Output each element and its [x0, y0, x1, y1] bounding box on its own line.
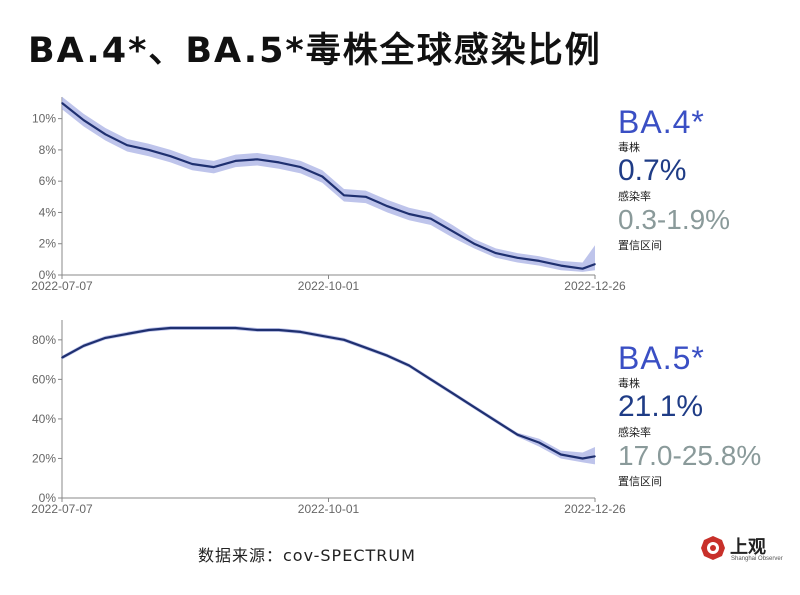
ba5-data-point: [213, 327, 215, 329]
ba4-data-point: [594, 263, 596, 265]
ba4-data-point: [386, 205, 389, 207]
data-source-caption: 数据来源：cov-SPECTRUM: [198, 546, 416, 565]
ba4-data-point: [82, 119, 85, 121]
rate-caption: 感染率: [618, 426, 651, 439]
ba5-data-point: [321, 335, 324, 337]
ba5-data-point: [386, 354, 389, 357]
page-title: BA.4*、BA.5*毒株全球感染比例: [28, 31, 602, 71]
ba5-data-point: [430, 378, 432, 381]
ba4-data-point: [430, 217, 432, 220]
ba5-line-chart: 0% 20% 40% 60% 80% 2022-07-07 2022-10-01 2022-1…: [31, 320, 626, 516]
ba5-data-point: [581, 457, 584, 460]
ci-caption: 置信区间: [618, 475, 662, 488]
x-tick-label: 2022-07-07: [31, 279, 93, 293]
ba4-data-point: [126, 144, 128, 146]
logo-text: 上观: [730, 537, 766, 558]
strain-caption: 毒株: [618, 377, 640, 390]
ba4-data-point: [278, 161, 280, 164]
ba4-data-point: [234, 160, 237, 162]
ba5-series-line: [61, 326, 596, 460]
y-tick-label: 20%: [32, 451, 56, 465]
ba5-data-point: [516, 433, 519, 436]
y-tick-label: 2%: [39, 237, 57, 251]
ba4-data-point: [256, 158, 259, 161]
ba4-series-line: [61, 102, 596, 270]
ba4-data-point: [364, 196, 367, 198]
y-tick-label: 6%: [39, 174, 57, 188]
variant-label: BA.5*: [618, 340, 705, 376]
ba5-data-point: [126, 333, 128, 335]
ba5-data-point: [594, 455, 596, 458]
ba5-data-point: [408, 364, 410, 367]
ba4-data-point: [148, 149, 150, 151]
ba5-data-point: [61, 356, 63, 359]
ba4-data-point: [408, 213, 410, 215]
variant-label: BA.4*: [618, 104, 705, 140]
y-tick-label: 8%: [39, 143, 57, 157]
shanghai-observer-logo: 上观 Shanghai Observer: [700, 535, 790, 569]
ba5-data-point: [364, 346, 367, 349]
ba4-data-point: [61, 102, 63, 104]
ba5-data-point: [169, 327, 172, 329]
ba5-data-point: [148, 329, 150, 331]
ba4-data-point: [169, 155, 172, 157]
ba4-data-point: [516, 257, 519, 259]
ba5-data-point: [256, 329, 259, 331]
ba4-data-point: [321, 175, 324, 178]
ba4-data-point: [581, 267, 584, 270]
ba5-data-point: [495, 420, 497, 422]
ci-caption: 置信区间: [618, 239, 662, 252]
ba5-data-point: [234, 327, 237, 329]
ba4-data-point: [473, 242, 475, 245]
ba5-data-point: [82, 345, 85, 347]
ba5-data-point: [451, 392, 454, 394]
ba5-info-panel: BA.5* 毒株 21.1% 感染率 17.0-25.8% 置信区间: [618, 342, 761, 489]
ba4-data-point: [104, 133, 107, 136]
ba5-data-point: [343, 339, 345, 341]
ba5-data-point: [538, 441, 540, 444]
ba5-data-point: [191, 327, 193, 329]
ba5-confidence-band: [62, 326, 595, 465]
y-tick-label: 10%: [32, 112, 56, 126]
y-tick-label: 80%: [32, 333, 56, 347]
ba4-line-chart: 0% 2% 4% 6% 8% 10% 2022-07-07 2022-10-01 2022-12…: [31, 96, 626, 293]
ba4-data-point: [299, 166, 302, 168]
confidence-interval-value: 17.0-25.8%: [618, 440, 762, 471]
ba5-data-point: [473, 406, 475, 408]
infection-rate-value: 0.7%: [618, 154, 687, 187]
x-tick-label: 2022-07-07: [31, 502, 93, 516]
ba4-data-point: [495, 252, 497, 254]
rate-caption: 感染率: [618, 190, 651, 203]
infection-rate-value: 21.1%: [618, 390, 704, 423]
x-tick-label: 2022-12-26: [564, 279, 626, 293]
y-tick-label: 60%: [32, 372, 56, 386]
confidence-interval-value: 0.3-1.9%: [618, 204, 731, 235]
ba4-data-point: [538, 260, 540, 262]
x-tick-label: 2022-10-01: [298, 279, 360, 293]
ba5-data-point: [278, 329, 280, 331]
ba5-data-point: [299, 331, 302, 333]
ba4-confidence-band: [62, 96, 595, 272]
ba4-data-point: [213, 166, 215, 168]
y-tick-label: 40%: [32, 412, 56, 426]
y-tick-label: 0%: [39, 268, 57, 282]
strain-caption: 毒株: [618, 141, 640, 154]
y-tick-label: 0%: [39, 491, 57, 505]
logo-emblem-icon: [701, 536, 725, 560]
ba4-data-point: [560, 264, 562, 267]
y-tick-label: 4%: [39, 205, 57, 219]
ba4-data-point: [191, 163, 193, 165]
x-tick-label: 2022-10-01: [298, 502, 360, 516]
x-tick-label: 2022-12-26: [564, 502, 626, 516]
ba5-data-point: [560, 453, 562, 456]
logo-subtext: Shanghai Observer: [731, 556, 783, 562]
ba4-info-panel: BA.4* 毒株 0.7% 感染率 0.3-1.9% 置信区间: [618, 106, 730, 253]
ba5-data-point: [104, 337, 107, 339]
ba4-data-point: [451, 230, 454, 232]
ba4-data-point: [343, 194, 345, 197]
